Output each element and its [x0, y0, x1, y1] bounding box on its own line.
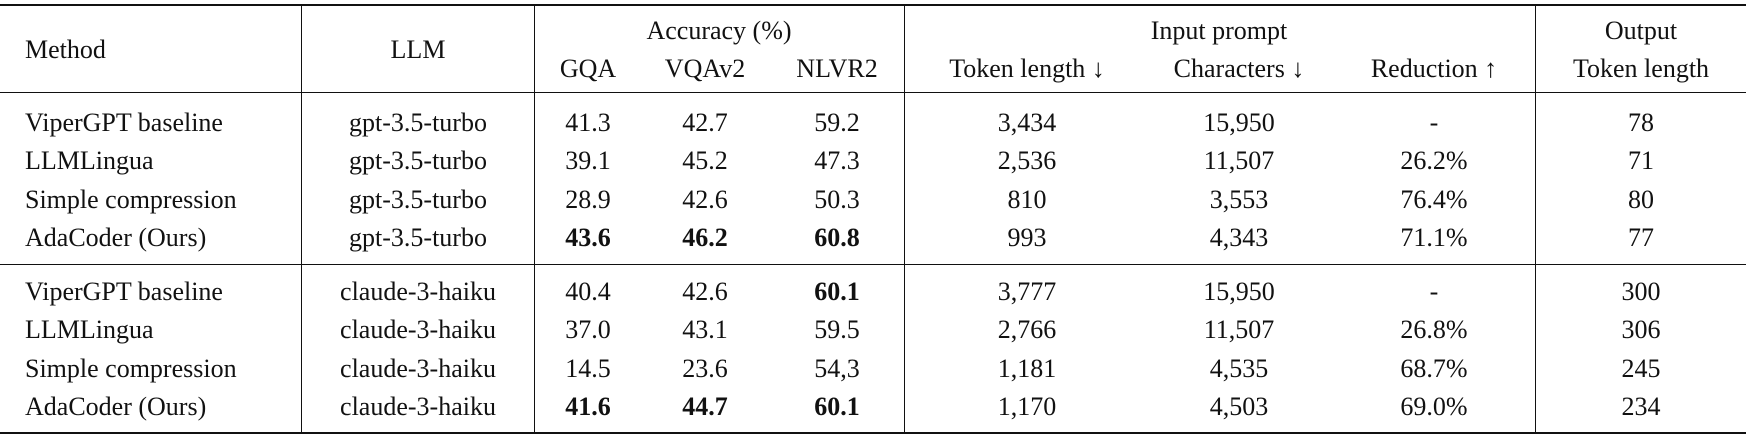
table-cell: 3,434 [997, 108, 1057, 137]
table-cell: 993 [1007, 222, 1047, 252]
table-cell: 15,950 [1203, 277, 1275, 306]
table-cell: 50.3 [814, 184, 860, 214]
method-cell: ViperGPT baseline [25, 277, 223, 306]
table-cell: 44.7 [682, 391, 728, 421]
table-cell: - [1429, 108, 1439, 137]
column-divider [904, 5, 905, 433]
method-cell: ViperGPT baseline [25, 108, 223, 137]
header-rule [0, 92, 1746, 93]
method-cell: Simple compression [25, 184, 237, 214]
table-cell: 60.1 [814, 391, 860, 421]
method-cell: Simple compression [25, 353, 237, 383]
header-cell: Token length ↓ [949, 54, 1105, 83]
header-group: Input prompt [1150, 16, 1288, 45]
table-cell: 14.5 [565, 353, 611, 383]
table-cell: 23.6 [682, 353, 728, 383]
table-cell: 68.7% [1400, 353, 1468, 383]
table-cell: 306 [1621, 315, 1661, 345]
table-cell: 54,3 [814, 353, 860, 383]
table-cell: - [1429, 277, 1439, 306]
table-cell: 2,766 [997, 315, 1057, 345]
table-cell: 39.1 [565, 146, 611, 176]
table-cell: 60.8 [814, 222, 860, 252]
table-cell: 37.0 [565, 315, 611, 345]
header-group: Accuracy (%) [646, 16, 792, 45]
bottom-rule [0, 432, 1746, 434]
table-cell: 4,503 [1209, 391, 1269, 421]
table-cell: 77 [1628, 222, 1654, 252]
table-cell: 60.1 [814, 277, 860, 306]
table-cell: 80 [1628, 184, 1654, 214]
table-cell: 46.2 [682, 222, 728, 252]
table-cell: 11,507 [1203, 146, 1275, 176]
table-cell: 26.2% [1400, 146, 1468, 176]
top-rule [0, 4, 1746, 6]
table-cell: 42.7 [682, 108, 728, 137]
header-cell: Characters ↓ [1173, 54, 1305, 83]
table-cell: 41.6 [565, 391, 611, 421]
table-cell: 45.2 [682, 146, 728, 176]
table-cell: 41.3 [565, 108, 611, 137]
table-cell: 11,507 [1203, 315, 1275, 345]
table-cell: 234 [1621, 391, 1661, 421]
group-rule [0, 264, 1746, 265]
header-cell: Token length [1572, 54, 1710, 83]
column-divider [301, 5, 302, 433]
table-cell: 26.8% [1400, 315, 1468, 345]
header-cell: Method [25, 35, 106, 64]
table-cell: 3,777 [997, 277, 1057, 306]
table-cell: 3,553 [1209, 184, 1269, 214]
table-cell: 78 [1628, 108, 1654, 137]
method-cell: LLMLingua [25, 315, 154, 345]
table-cell: 28.9 [565, 184, 611, 214]
header-cell: GQA [559, 54, 617, 83]
table-cell: gpt-3.5-turbo [349, 108, 487, 137]
table-cell: 69.0% [1400, 391, 1468, 421]
header-cell: NLVR2 [796, 54, 878, 83]
table-cell: 1,170 [997, 391, 1057, 421]
table-cell: 43.1 [682, 315, 728, 345]
table-cell: claude-3-haiku [340, 277, 496, 306]
table-cell: 40.4 [565, 277, 611, 306]
table-cell: claude-3-haiku [340, 353, 496, 383]
table-cell: 300 [1621, 277, 1661, 306]
header-group: Output [1604, 16, 1678, 45]
header-cell: VQAv2 [664, 54, 746, 83]
header-cell: LLM [390, 35, 446, 64]
table-cell: 4,343 [1209, 222, 1269, 252]
table-cell: 810 [1007, 184, 1047, 214]
table-cell: 59.5 [814, 315, 860, 345]
table-cell: 47.3 [814, 146, 860, 176]
table-cell: gpt-3.5-turbo [349, 222, 487, 252]
table-cell: 71 [1628, 146, 1654, 176]
table-cell: 1,181 [997, 353, 1057, 383]
column-divider [1535, 5, 1536, 433]
table-cell: gpt-3.5-turbo [349, 184, 487, 214]
header-cell: Reduction ↑ [1370, 54, 1498, 83]
method-cell: LLMLingua [25, 146, 154, 176]
table-cell: 42.6 [682, 277, 728, 306]
table-cell: 42.6 [682, 184, 728, 214]
method-cell: AdaCoder (Ours) [25, 222, 207, 252]
table-cell: 76.4% [1400, 184, 1468, 214]
table-cell: 4,535 [1209, 353, 1269, 383]
table-cell: 59.2 [814, 108, 860, 137]
table-cell: 15,950 [1203, 108, 1275, 137]
table-cell: 71.1% [1400, 222, 1468, 252]
table-cell: gpt-3.5-turbo [349, 146, 487, 176]
table-cell: 2,536 [997, 146, 1057, 176]
table-cell: 245 [1621, 353, 1661, 383]
table-cell: claude-3-haiku [340, 315, 496, 345]
table-cell: 43.6 [565, 222, 611, 252]
column-divider [534, 5, 535, 433]
table-cell: claude-3-haiku [340, 391, 496, 421]
method-cell: AdaCoder (Ours) [25, 391, 207, 421]
